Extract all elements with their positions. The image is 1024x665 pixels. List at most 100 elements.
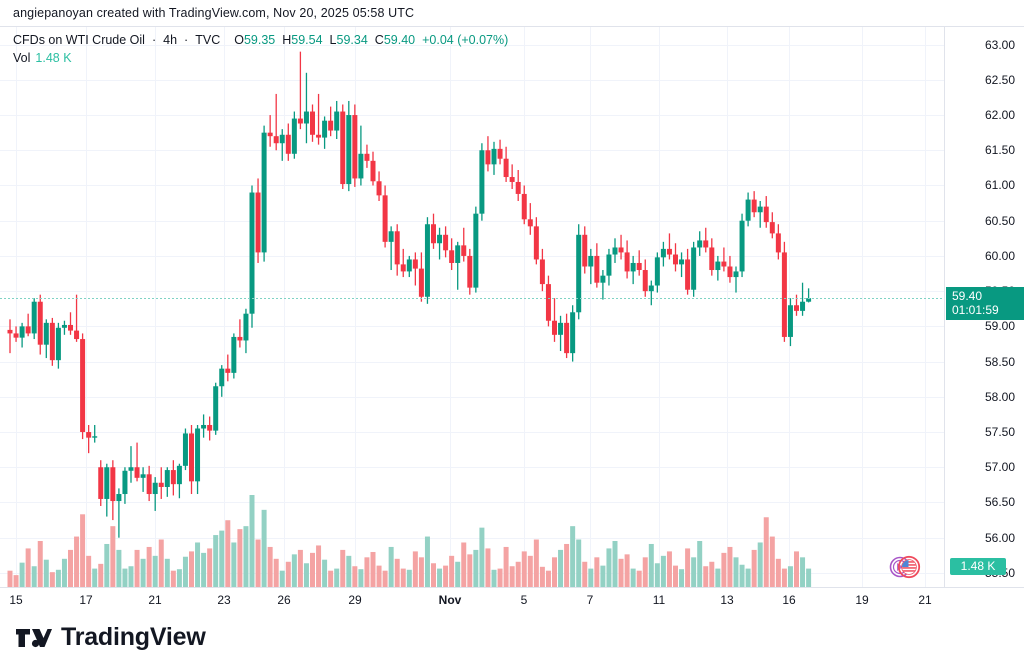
- horizontal-gridline: [0, 326, 944, 327]
- candle-body: [757, 206, 763, 213]
- volume-bar: [394, 558, 400, 587]
- candle-body: [479, 150, 485, 214]
- volume-bar: [733, 557, 739, 587]
- candle-body: [394, 231, 400, 265]
- candle-body: [55, 327, 61, 361]
- candle-body: [642, 270, 648, 292]
- volume-bar: [564, 543, 570, 587]
- volume-bar: [267, 546, 273, 587]
- volume-bar: [219, 530, 225, 587]
- candle-body: [7, 329, 13, 334]
- candle-body: [261, 132, 267, 253]
- candle-body: [648, 285, 654, 292]
- volume-bar: [261, 509, 267, 587]
- candle-body: [521, 193, 527, 220]
- volume-bar: [624, 554, 630, 587]
- price-tick-label: 62.50: [984, 72, 1015, 87]
- candle-body: [285, 134, 291, 154]
- candle-body: [158, 482, 164, 487]
- horizontal-gridline: [0, 362, 944, 363]
- volume-bar: [116, 549, 122, 587]
- time-tick-label: 23: [217, 593, 231, 607]
- candle-body: [660, 248, 666, 258]
- candle-body: [189, 433, 194, 482]
- time-tick-label: 11: [652, 593, 666, 607]
- volume-bar: [92, 568, 98, 587]
- volume-bar: [370, 551, 376, 587]
- candle-body: [600, 275, 606, 283]
- time-tick-label: 5: [520, 593, 528, 607]
- candlestick-series: [7, 51, 812, 587]
- candle-body: [152, 482, 158, 495]
- horizontal-gridline: [0, 291, 944, 292]
- volume-bar: [400, 568, 406, 587]
- volume-bar: [539, 566, 545, 587]
- bar-countdown: 01:01:59: [952, 303, 999, 317]
- candle-body: [745, 199, 751, 221]
- volume-bar: [612, 541, 618, 587]
- volume-bar: [715, 568, 721, 587]
- candle-body: [467, 255, 473, 288]
- time-tick-label: 16: [782, 593, 796, 607]
- candle-body: [134, 467, 140, 478]
- candle-body: [431, 224, 436, 244]
- candle-body: [249, 192, 255, 314]
- candle-body: [721, 261, 727, 267]
- volume-bar: [310, 552, 315, 587]
- volume-bar: [654, 563, 660, 587]
- chart-plot-area[interactable]: [0, 27, 944, 587]
- volume-bar: [473, 549, 479, 587]
- volume-bar: [570, 526, 576, 587]
- time-axis[interactable]: 15 17 21 23 26 29 Nov 5 7 11 13 16 19 21: [0, 587, 1024, 612]
- volume-bar: [243, 526, 249, 587]
- volume-bar: [74, 536, 80, 587]
- volume-bar: [358, 569, 364, 587]
- candle-body: [231, 336, 237, 373]
- candle-body: [558, 322, 564, 335]
- current-price-value: 59.40: [952, 289, 983, 303]
- candle-body: [49, 322, 55, 361]
- candle-body: [594, 255, 600, 283]
- candle-body: [37, 301, 43, 345]
- vertical-gridline: [590, 27, 591, 587]
- volume-bar: [122, 568, 128, 587]
- volume-bar: [533, 539, 539, 587]
- volume-bar: [388, 546, 394, 587]
- price-tick-label: 63.00: [984, 37, 1015, 52]
- volume-bar: [176, 569, 182, 587]
- time-tick-label: 21: [918, 593, 932, 607]
- price-tick-label: 59.00: [984, 319, 1015, 334]
- chart-frame: 63.0062.5062.0061.5061.0060.5060.0059.50…: [0, 26, 1024, 612]
- candle-body: [267, 132, 273, 137]
- volume-bar: [485, 548, 491, 587]
- candle-body: [146, 474, 152, 495]
- volume-bar: [201, 552, 207, 587]
- candle-body: [255, 192, 261, 253]
- candle-body: [388, 231, 394, 242]
- volume-bar: [352, 566, 358, 587]
- candle-body: [273, 136, 279, 144]
- volume-bar: [558, 549, 564, 587]
- candle-body: [297, 118, 303, 124]
- candle-body: [461, 245, 467, 256]
- candle-body: [806, 298, 812, 302]
- volume-bar: [666, 551, 672, 587]
- price-tick-label: 56.00: [984, 530, 1015, 545]
- volume-bar: [806, 568, 812, 587]
- tradingview-logo[interactable]: TradingView: [16, 625, 206, 650]
- volume-bar: [703, 566, 709, 587]
- candle-body: [61, 324, 67, 328]
- candle-body: [582, 234, 588, 267]
- volume-bar: [606, 548, 612, 587]
- time-tick-label: 7: [586, 593, 594, 607]
- volume-bar: [431, 563, 436, 587]
- horizontal-gridline: [0, 150, 944, 151]
- time-tick-label: Nov: [438, 593, 462, 607]
- volume-bar: [279, 570, 285, 587]
- volume-bar: [588, 568, 594, 587]
- candle-body: [618, 247, 624, 253]
- candle-body: [570, 312, 576, 354]
- volume-bar: [164, 558, 170, 587]
- volume-bar: [412, 551, 418, 587]
- volume-bar: [25, 548, 31, 587]
